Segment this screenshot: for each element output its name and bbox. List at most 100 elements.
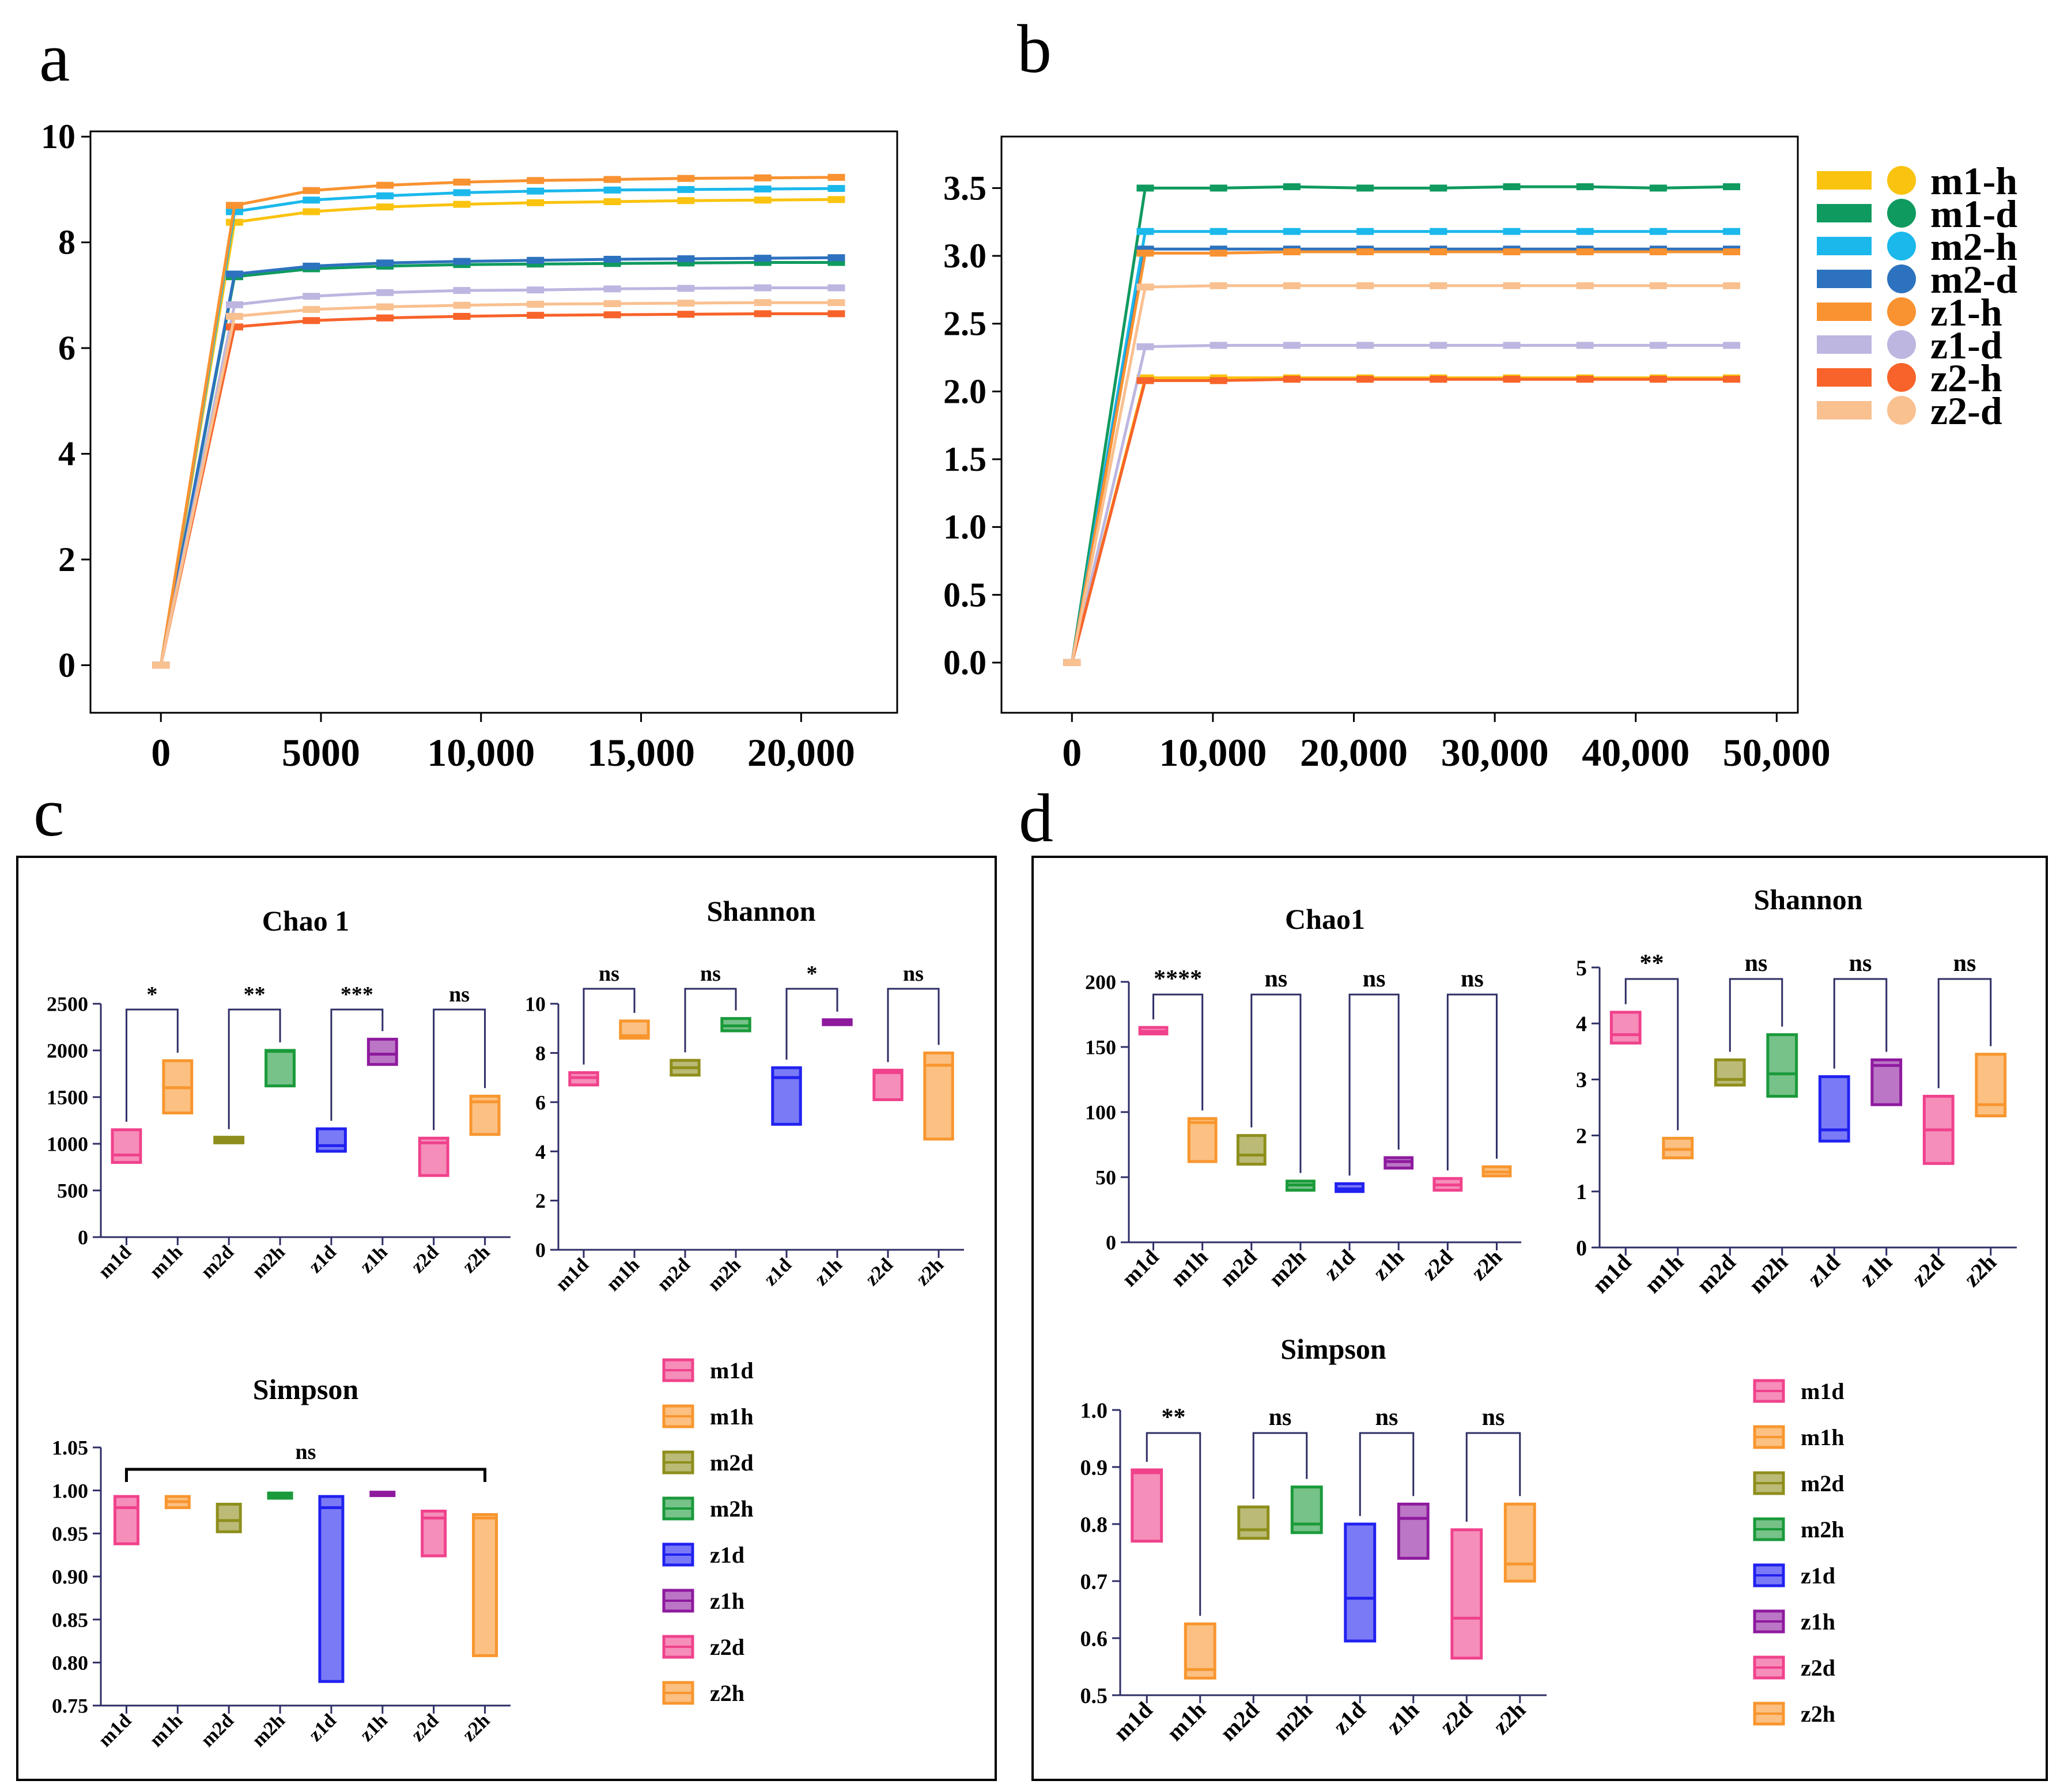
data-point-m2-h [303,196,320,204]
data-point-z2-h [376,314,394,322]
series-line-m2-d [1070,247,1732,663]
data-point-z2-d [1649,282,1667,289]
significance-label: * [807,962,818,986]
legend-swatch-z1-h [1817,303,1872,321]
x-category-label: z1h [356,1710,391,1745]
box-m2d [1714,1058,1746,1087]
legend-label-z1h: z1h [710,1588,744,1614]
y-tick-label: 0.75 [52,1695,88,1718]
data-point-m2-d [603,255,621,263]
data-point-z1-h [603,176,621,183]
x-category-label: z2h [1466,1245,1507,1286]
y-tick-label: 4 [58,435,75,473]
legend-swatch-m2-d [1817,270,1872,288]
y-tick-label: 6 [535,1091,546,1114]
legend-label-z2-d: z2-d [1930,389,2002,433]
x-tick-label: 0 [151,731,171,774]
significance-bracket [785,988,838,1060]
significance-bracket [1624,978,1679,1131]
x-category-label: m1d [1587,1249,1636,1298]
box-z1h [1870,1058,1903,1106]
significance-label: ns [296,1440,316,1464]
data-point-z1-h [1209,249,1227,257]
x-category-label: z1h [1369,1245,1409,1286]
x-category-label: m2d [1691,1249,1740,1298]
data-point-z1-d [376,289,394,296]
data-point-z2-d [1283,282,1301,289]
significance-bracket [124,1468,487,1482]
legend-swatch-z2-d [1817,401,1872,419]
significance-bracket [228,1008,281,1129]
legend-marker-z1-h [1887,297,1916,326]
y-tick-label: 0.90 [52,1566,88,1589]
y-tick-label: 0.5 [943,576,986,614]
box-z2h [923,1051,954,1141]
y-tick-label: 1.05 [52,1436,88,1460]
significance-label: *** [341,982,373,1007]
x-category-label: z1d [760,1254,796,1290]
significance-bracket [684,988,737,1053]
data-point-z2-h [1503,376,1521,383]
significance-bracket [1465,1432,1521,1522]
significance-bracket [1252,1432,1308,1499]
data-point-z2-h [827,310,845,317]
box-m2h [1766,1033,1798,1098]
legend-swatch-z1-d [1817,335,1872,354]
data-point-m2-h [527,187,545,195]
data-point-z2-h [226,323,243,331]
data-point-z2-h [1430,376,1447,383]
data-point-z1-d [527,286,545,294]
data-point-m1-h [303,208,320,216]
legend-d: m1d m1h m2d m2h z1d z1h z2d z2h [1753,1378,1844,1727]
box-m1d [111,1128,142,1164]
panel-letter-c: c [33,774,64,850]
chart-c-simpson: Simpson 0.75 0.80 0.85 0.90 0.95 1.00 1.05 m1d m1… [52,1373,511,1751]
data-point-m2-h [1576,228,1594,235]
legend-swatch-m1-h [1817,171,1872,190]
x-category-label: m2h [248,1241,289,1283]
x-category-label: m1h [1639,1249,1688,1298]
significance-label: ns [1953,950,1976,977]
y-tick-label: 2000 [47,1039,88,1063]
x-tick-label: 40,000 [1582,731,1689,774]
x-category-label: z1d [1802,1249,1844,1292]
significance-bracket [1348,993,1400,1176]
significance-bracket [1359,1432,1415,1516]
legend-label-m1d: m1d [1801,1378,1844,1404]
y-tick-label: 0.5 [1080,1684,1108,1708]
data-point-m2-d [527,256,545,264]
x-category-label: z2h [1959,1249,2001,1292]
box-m2d [1237,1505,1270,1540]
significance-label: **** [1154,966,1202,992]
y-tick-label: 5 [1576,956,1587,980]
y-tick-label: 50 [1095,1166,1116,1189]
data-point-m1-h [376,203,394,211]
legend-marker-m1-d [1887,199,1916,228]
data-point-m1-h [827,196,845,203]
legend-ab: m1-hm1-dm2-hm2-dz1-hz1-dz2-hz2-d [1817,159,2017,433]
legend-swatch-m2-h [1817,237,1872,255]
significance-bracket [887,988,940,1063]
y-tick-label: 0 [78,1226,88,1249]
panel-d-frame [1031,856,2048,1781]
data-point-z1-h [527,177,545,184]
x-category-label: m1h [1166,1245,1212,1291]
significance-bracket [433,1008,486,1131]
data-point-z2-h [527,312,545,319]
y-tick-label: 1.5 [943,440,986,478]
x-category-label: m1h [1162,1697,1211,1746]
data-point-m2-h [453,189,471,196]
data-point-m1-h [603,198,621,205]
data-point-z1-h [303,187,320,194]
data-point-z1-h [226,202,243,209]
x-category-label: m1d [95,1241,136,1283]
chart-title: Simpson [253,1373,359,1405]
y-tick-label: 3.5 [943,169,986,207]
legend-label-m2-d: m2-d [1930,258,2017,301]
data-point-z2-d [1209,282,1227,289]
y-tick-label: 500 [57,1179,88,1203]
box-z2d [418,1136,449,1177]
x-category-label: z2d [1906,1249,1949,1292]
data-point-m1-d [1209,184,1227,192]
x-category-label: m2h [704,1254,745,1295]
